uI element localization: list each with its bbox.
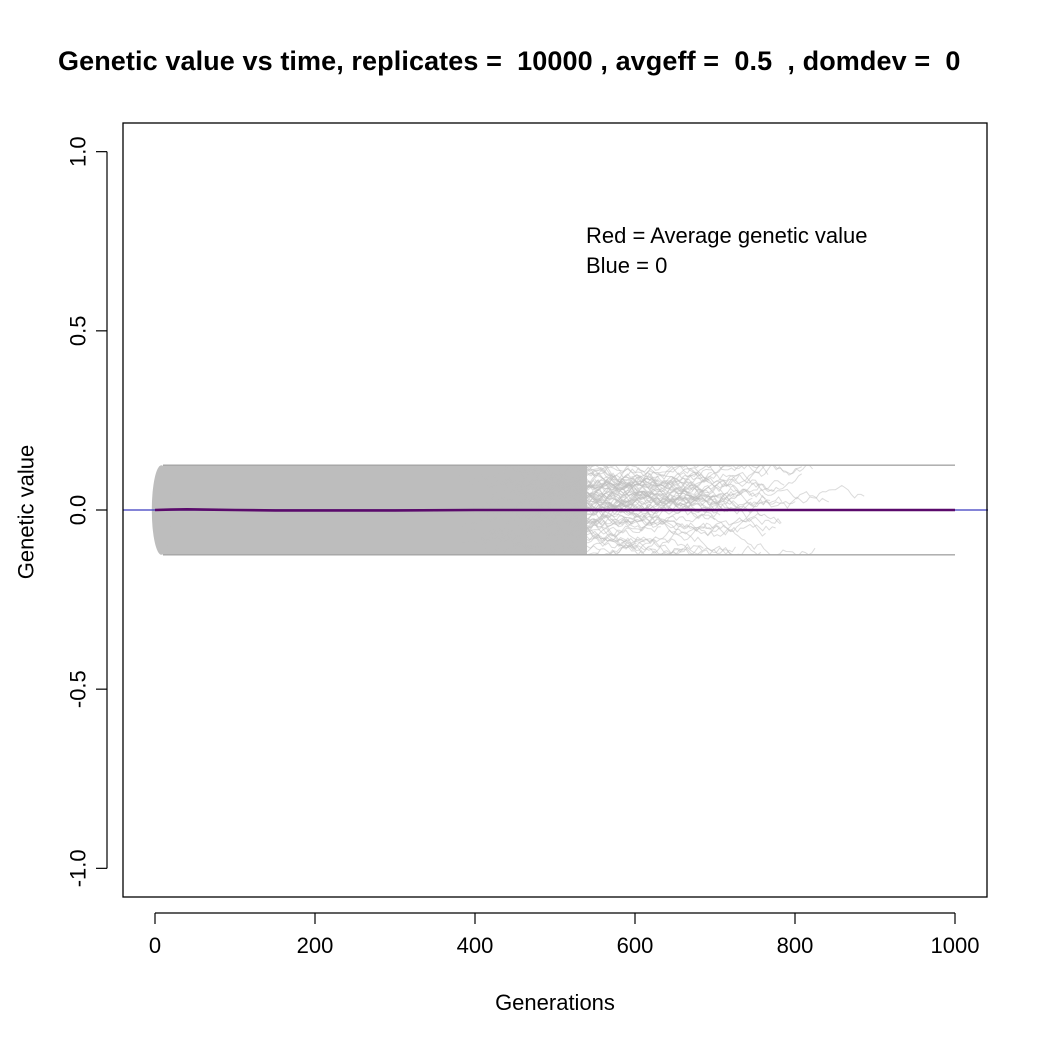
series-lines <box>123 507 988 512</box>
replicate-trace <box>512 509 632 537</box>
replicate-trace <box>553 473 628 499</box>
replicate-trace <box>507 493 646 543</box>
x-tick-label: 600 <box>617 933 654 958</box>
x-axis-label: Generations <box>495 990 615 1015</box>
replicate-trace <box>487 472 652 526</box>
replicate-trace <box>489 533 574 555</box>
x-tick-label: 400 <box>457 933 494 958</box>
replicate-trace <box>551 473 802 505</box>
replicate-trace <box>501 519 762 556</box>
axes: 0 200 400 600 800 1000 -1.0 -0.5 0.0 0.5 1.0 <box>66 136 980 958</box>
replicate-trace <box>566 516 782 549</box>
chart-title: Genetic value vs time, replicates = 1000… <box>58 46 961 76</box>
replicate-trace <box>552 512 781 541</box>
y-tick-label: 1.0 <box>66 136 91 167</box>
replicate-trace <box>505 471 775 512</box>
x-tick-label: 800 <box>777 933 814 958</box>
legend-annotation-red: Red = Average genetic value <box>586 223 868 248</box>
replicate-trace <box>576 508 776 533</box>
y-axis-label: Genetic value <box>14 445 39 580</box>
replicate-trace <box>551 477 738 512</box>
legend-annotation-blue: Blue = 0 <box>586 253 667 278</box>
plot-frame <box>122 122 988 898</box>
y-tick-label: -1.0 <box>66 849 91 887</box>
replicate-trace <box>473 471 740 524</box>
replicate-trace <box>541 475 735 506</box>
replicate-trace <box>532 483 796 512</box>
y-tick-label: 0.0 <box>66 495 91 526</box>
x-tick-label: 1000 <box>931 933 980 958</box>
replicate-trace <box>581 483 739 518</box>
x-tick-label: 200 <box>297 933 334 958</box>
replicate-trace <box>500 525 661 555</box>
average-line <box>154 507 955 512</box>
x-tick-label: 0 <box>149 933 161 958</box>
replicate-trace <box>486 518 734 556</box>
replicate-trace <box>521 475 721 518</box>
y-tick-label: 0.5 <box>66 316 91 347</box>
replicate-trace <box>567 469 700 492</box>
y-tick-label: -0.5 <box>66 670 91 708</box>
replicate-trace <box>491 531 582 556</box>
replicate-trace <box>534 472 785 499</box>
